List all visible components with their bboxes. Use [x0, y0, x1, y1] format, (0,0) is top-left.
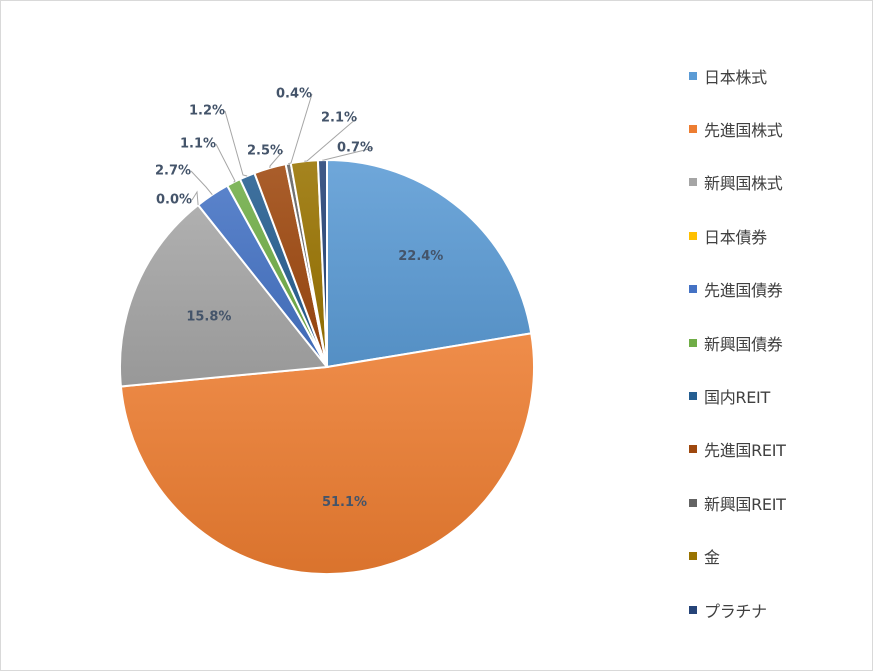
- leader-line-8: [288, 93, 313, 165]
- legend-item-9: 金: [689, 530, 869, 583]
- legend-swatch: [689, 338, 697, 347]
- data-label-8: 0.4%: [276, 87, 312, 102]
- legend-swatch: [689, 392, 697, 401]
- data-label-3: 0.0%: [156, 193, 192, 208]
- legend-label: 国内REIT: [704, 388, 770, 408]
- legend-swatch: [689, 125, 697, 134]
- data-labels: 22.4% 51.1% 15.8% 0.0% 2.7% 1.1% 1.2% 2.5% 0.4% 2…: [155, 87, 443, 511]
- leader-line-3: [191, 190, 199, 206]
- legend-swatch: [689, 231, 697, 240]
- legend-item-2: 新興国株式: [689, 156, 869, 209]
- legend-label: 新興国株式: [704, 174, 783, 194]
- data-label-6: 1.2%: [189, 104, 225, 119]
- legend-label: 金: [704, 548, 720, 568]
- leader-lines: [190, 93, 374, 206]
- legend-item-4: 先進国債券: [689, 263, 869, 316]
- leader-line-4: [190, 170, 213, 196]
- pie-slices: [119, 158, 536, 576]
- legend-item-6: 国内REIT: [689, 369, 869, 422]
- pie-slice-0: [326, 158, 533, 369]
- legend-item-5: 新興国債券: [689, 316, 869, 369]
- legend-label: 新興国債券: [704, 334, 783, 354]
- data-label-1: 51.1%: [322, 495, 367, 510]
- leader-line-9: [304, 117, 358, 162]
- legend-label: 日本株式: [704, 67, 767, 87]
- legend-label: 先進国株式: [704, 121, 783, 141]
- data-label-0: 22.4%: [398, 249, 443, 264]
- leader-line-5: [215, 143, 236, 183]
- legend-label: 日本債券: [704, 227, 767, 247]
- leader-line-6: [224, 110, 248, 177]
- legend-item-0: 日本株式: [689, 49, 869, 102]
- legend-swatch: [689, 445, 697, 454]
- leader-line-10: [322, 147, 374, 161]
- legend-swatch: [689, 498, 697, 507]
- legend-swatch: [689, 178, 697, 187]
- data-label-2: 15.8%: [186, 309, 231, 324]
- legend-item-8: 新興国REIT: [689, 476, 869, 529]
- legend-swatch: [689, 605, 697, 614]
- legend-item-7: 先進国REIT: [689, 423, 869, 476]
- legend-swatch: [689, 71, 697, 80]
- legend: 日本株式先進国株式新興国株式日本債券先進国債券新興国債券国内REIT 先進国REI…: [689, 49, 869, 636]
- data-label-5: 1.1%: [180, 137, 216, 152]
- leader-line-7: [269, 150, 284, 169]
- legend-item-10: プラチナ: [689, 583, 869, 636]
- legend-item-1: 先進国株式: [689, 102, 869, 155]
- legend-label: 先進国REIT: [704, 441, 786, 461]
- legend-label: 先進国債券: [704, 281, 783, 301]
- data-label-7: 2.5%: [247, 144, 283, 159]
- data-label-9: 2.1%: [321, 111, 357, 126]
- data-label-10: 0.7%: [337, 141, 373, 156]
- pie-slice-1: [119, 332, 536, 576]
- legend-label: プラチナ: [704, 601, 767, 621]
- legend-swatch: [689, 552, 697, 561]
- data-label-4: 2.7%: [155, 164, 191, 179]
- legend-item-3: 日本債券: [689, 209, 869, 262]
- pie-slice-2: [119, 203, 329, 388]
- legend-label: 新興国REIT: [704, 494, 786, 514]
- legend-swatch: [689, 285, 697, 294]
